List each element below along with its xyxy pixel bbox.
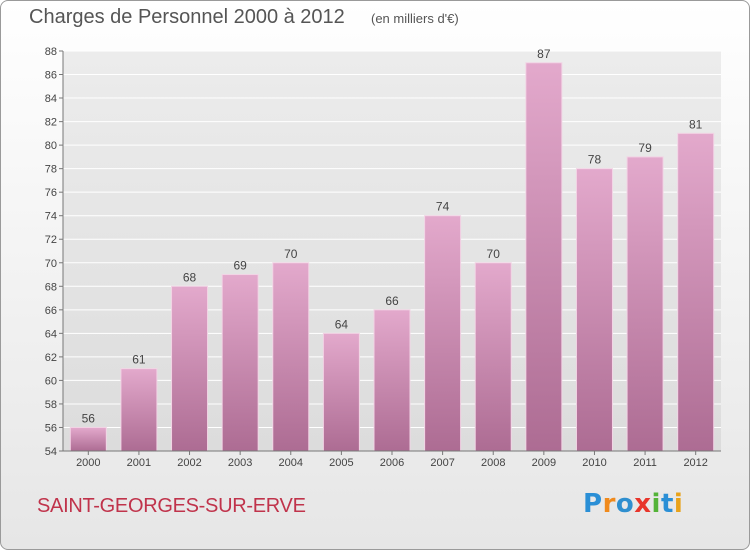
y-tick-label: 54	[45, 446, 57, 458]
y-tick-label: 62	[45, 352, 57, 364]
y-tick-label: 60	[45, 375, 57, 387]
bar	[677, 132, 715, 452]
y-tick-label: 68	[45, 281, 57, 293]
bar-value-label: 70	[284, 247, 298, 261]
y-tick-label: 84	[45, 93, 57, 105]
bar-value-label: 56	[82, 411, 96, 425]
bar-value-label: 70	[487, 247, 501, 261]
y-tick-label: 88	[45, 46, 57, 58]
y-tick-label: 58	[45, 399, 57, 411]
bar	[474, 262, 512, 452]
y-tick-label: 70	[45, 258, 57, 270]
bar	[575, 168, 613, 452]
bar-value-label: 66	[385, 294, 399, 308]
bar-value-label: 87	[537, 47, 551, 61]
bar	[120, 368, 158, 452]
bar-value-label: 79	[638, 141, 652, 155]
y-tick-label: 74	[45, 211, 57, 223]
x-tick-label: 2007	[430, 457, 454, 469]
x-tick-label: 2001	[127, 457, 151, 469]
bar	[626, 156, 664, 452]
x-tick-label: 2004	[279, 457, 303, 469]
bar-value-label: 64	[335, 317, 349, 331]
x-tick-label: 2011	[633, 457, 657, 469]
bar-value-label: 68	[183, 270, 197, 284]
y-tick-label: 86	[45, 70, 57, 82]
bar	[272, 262, 310, 452]
x-tick-label: 2000	[76, 457, 100, 469]
y-tick-label: 80	[45, 140, 57, 152]
x-tick-label: 2010	[582, 457, 606, 469]
y-tick-label: 76	[45, 187, 57, 199]
bar-value-label: 74	[436, 200, 450, 214]
bar	[424, 215, 462, 452]
chart-title: Charges de Personnel 2000 à 2012	[29, 6, 345, 28]
commune-name: SAINT-GEORGES-SUR-ERVE	[37, 495, 306, 517]
x-tick-label: 2008	[481, 457, 505, 469]
x-tick-label: 2003	[228, 457, 252, 469]
bar-value-label: 81	[689, 117, 703, 131]
x-tick-label: 2002	[177, 457, 201, 469]
bar-value-label: 78	[588, 153, 602, 167]
x-tick-label: 2012	[683, 457, 707, 469]
x-tick-label: 2009	[532, 457, 556, 469]
y-tick-label: 56	[45, 422, 57, 434]
y-tick-label: 78	[45, 164, 57, 176]
y-tick-label: 72	[45, 234, 57, 246]
proxiti-logo: Proxiti	[583, 489, 684, 519]
bar-value-label: 69	[233, 259, 247, 273]
bar	[221, 274, 259, 452]
bar	[322, 332, 360, 452]
x-tick-label: 2005	[329, 457, 353, 469]
y-tick-label: 66	[45, 305, 57, 317]
chart-subtitle: (en milliers d'€)	[371, 11, 459, 26]
bar	[69, 426, 107, 452]
bar	[373, 309, 411, 452]
y-tick-label: 64	[45, 328, 57, 340]
y-tick-label: 82	[45, 117, 57, 129]
bar	[525, 62, 563, 452]
x-tick-label: 2006	[380, 457, 404, 469]
bar	[171, 285, 209, 452]
bar-value-label: 61	[132, 353, 146, 367]
